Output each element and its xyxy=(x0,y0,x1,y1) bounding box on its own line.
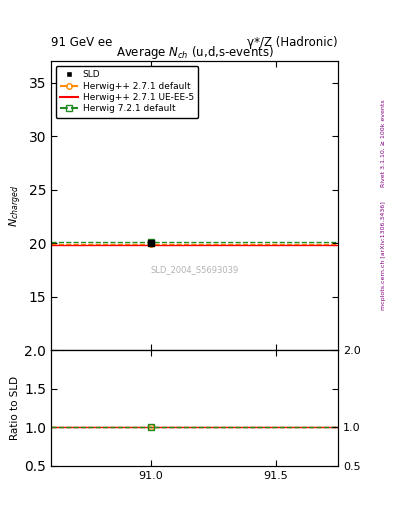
Y-axis label: Ratio to SLD: Ratio to SLD xyxy=(10,376,20,440)
Text: 91 GeV ee: 91 GeV ee xyxy=(51,36,112,49)
Text: γ*/Z (Hadronic): γ*/Z (Hadronic) xyxy=(247,36,338,49)
Text: Rivet 3.1.10, ≥ 100k events: Rivet 3.1.10, ≥ 100k events xyxy=(381,99,386,187)
Text: SLD_2004_S5693039: SLD_2004_S5693039 xyxy=(151,265,239,274)
Y-axis label: $N_{charged}$: $N_{charged}$ xyxy=(8,185,24,227)
Text: mcplots.cern.ch [arXiv:1306.3436]: mcplots.cern.ch [arXiv:1306.3436] xyxy=(381,202,386,310)
Legend: SLD, Herwig++ 2.7.1 default, Herwig++ 2.7.1 UE-EE-5, Herwig 7.2.1 default: SLD, Herwig++ 2.7.1 default, Herwig++ 2.… xyxy=(55,66,198,118)
Title: Average $N_{ch}$ (u,d,s-events): Average $N_{ch}$ (u,d,s-events) xyxy=(116,44,274,61)
